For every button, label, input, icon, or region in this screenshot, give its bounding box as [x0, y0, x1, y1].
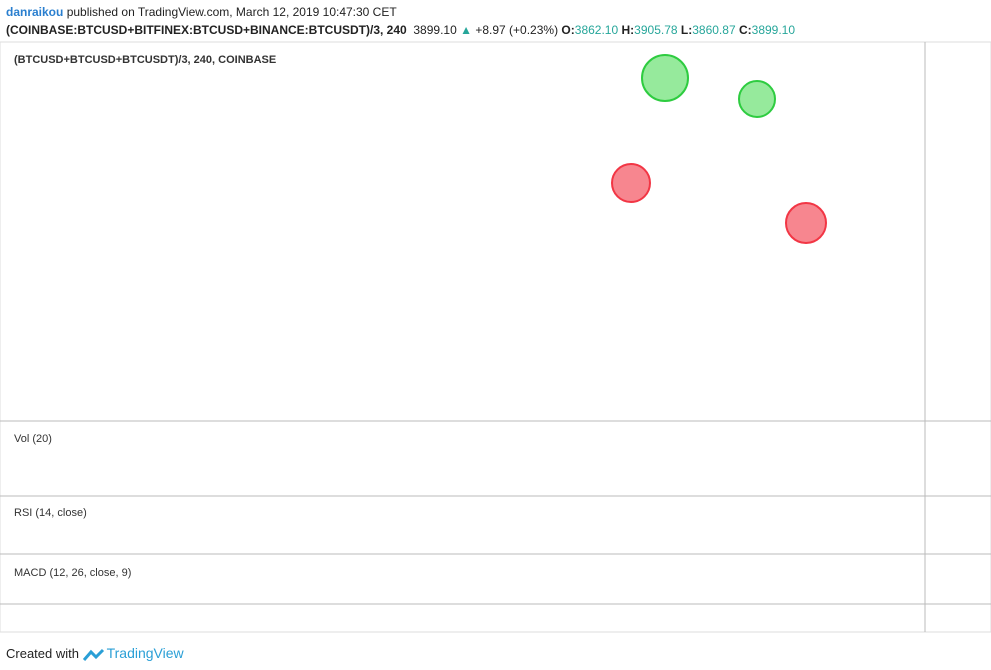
ohlc-key: H:	[621, 23, 635, 37]
ohlc-value: 3899.10	[751, 23, 796, 37]
pane-title: MACD (12, 26, close, 9)	[14, 567, 131, 579]
header-line: danraikou published on TradingView.com, …	[6, 5, 397, 19]
pane-title: Vol (20)	[14, 433, 52, 445]
ohlc-value: 3905.78	[634, 23, 678, 37]
pane-title: RSI (14, close)	[14, 507, 87, 519]
symbol: (COINBASE:BTCUSD+BITFINEX:BTCUSD+BINANCE…	[6, 23, 407, 37]
ohlc-value: 3862.10	[574, 23, 619, 37]
logo	[82, 648, 104, 661]
author[interactable]: danraikou	[6, 5, 64, 19]
ohlc-key: L:	[680, 23, 693, 37]
arrow: ▲	[460, 23, 472, 37]
highlight-circle	[641, 54, 689, 102]
ohlc-value: 3860.87	[692, 23, 736, 37]
ohlc-key: O:	[561, 23, 575, 37]
ohlc-key: C:	[738, 23, 752, 37]
ohlc: O:3862.10 H:3905.78 L:3860.87 C:3899.10	[561, 23, 795, 37]
footer: Created with TradingView	[6, 645, 184, 662]
chart: (BTCUSD+BTCUSD+BTCUSDT)/3, 240, COINBASE…	[0, 41, 991, 633]
published: published on TradingView.com, March 12, …	[66, 5, 397, 19]
frame	[0, 41, 991, 633]
highlight-circle	[738, 80, 776, 118]
brand[interactable]: TradingView	[106, 645, 184, 661]
highlight-circle	[611, 163, 651, 203]
header-line: (COINBASE:BTCUSD+BITFINEX:BTCUSD+BINANCE…	[6, 23, 795, 37]
pane-title: (BTCUSD+BTCUSD+BTCUSDT)/3, 240, COINBASE	[14, 54, 276, 66]
highlight-circle	[785, 202, 827, 244]
change: +8.97 (+0.23%)	[475, 23, 559, 37]
last: 3899.10	[413, 23, 457, 37]
footer-text: Created with	[6, 646, 79, 661]
